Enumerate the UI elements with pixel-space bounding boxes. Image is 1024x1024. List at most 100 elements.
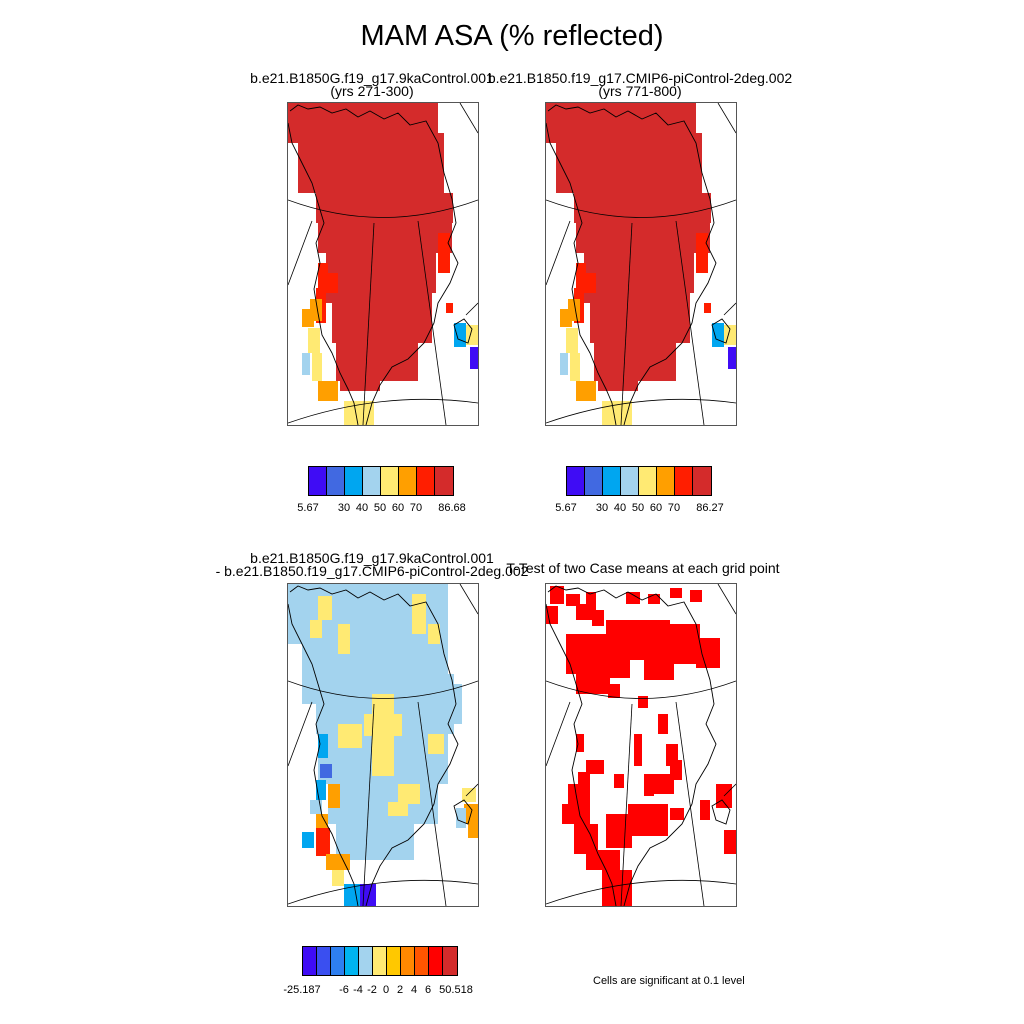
panel3-title: b.e21.B1850G.f19_g17.9kaControl.001 - b.… <box>212 551 532 578</box>
map-grid-cell <box>288 133 444 193</box>
map-grid-cell <box>704 303 716 313</box>
map-grid-cell <box>336 814 414 860</box>
map-grid-cell <box>658 714 668 734</box>
coastline <box>288 585 459 906</box>
colorbar-swatch <box>399 467 417 495</box>
map-grid-cell <box>628 804 668 836</box>
coastline <box>711 799 731 825</box>
colorbar-label: 30 <box>337 502 351 514</box>
map-grid-cell <box>608 660 630 678</box>
colorbar-swatch <box>317 947 331 975</box>
coastline <box>711 318 731 344</box>
map-grid-cell <box>614 774 624 788</box>
map-grid-cell <box>566 328 578 353</box>
map-grid-cell <box>546 133 702 193</box>
map-grid-cell <box>644 660 674 680</box>
map-grid-cell <box>318 734 328 758</box>
map-grid-cell <box>650 774 674 794</box>
colorbar-swatch <box>309 467 327 495</box>
meridian-line <box>288 701 313 767</box>
coastline <box>546 585 717 906</box>
colorbar-label: 50 <box>631 502 645 514</box>
colorbar-swatch <box>603 467 621 495</box>
meridian-line <box>417 220 447 425</box>
colorbar-swatch <box>331 947 345 975</box>
map-grid-cell <box>690 590 702 602</box>
map-grid-cell <box>456 808 466 828</box>
colorbar-label: 4 <box>410 984 418 996</box>
map-grid-cell <box>712 323 724 347</box>
map-canvas-4 <box>546 584 736 906</box>
map-grid-cell <box>644 774 654 796</box>
colorbar-swatch <box>373 947 387 975</box>
map-grid-cell <box>302 832 314 848</box>
map-grid-cell <box>412 594 426 634</box>
map-grid-cell <box>592 610 604 626</box>
panel1-title-line2: (yrs 271-300) <box>330 83 414 99</box>
colorbar-swatch <box>675 467 693 495</box>
meridian-line <box>459 103 478 134</box>
map-grid-cell <box>388 802 408 816</box>
meridian-line <box>717 584 736 615</box>
map-panel-3 <box>287 583 479 907</box>
colorbar-label: -25.187 <box>283 984 321 996</box>
map-grid-cell <box>666 624 700 664</box>
map-mask <box>462 684 478 794</box>
map-canvas-2 <box>546 103 736 425</box>
map-grid-cell <box>566 634 608 674</box>
colorbar-label: 5.67 <box>555 502 577 514</box>
colorbar-label: 70 <box>409 502 423 514</box>
map-grid-cell <box>344 884 360 906</box>
colorbar-label: 0 <box>382 984 390 996</box>
colorbar-swatch <box>657 467 675 495</box>
colorbar-swatch <box>417 467 435 495</box>
latitude-line <box>288 680 478 699</box>
panel4-title-line1: T-Test of two Case means at each grid po… <box>506 560 780 576</box>
colorbar-label: -4 <box>353 984 363 996</box>
map-grid-cell <box>602 870 632 906</box>
meridian-line <box>675 701 705 906</box>
map-grid-cell <box>316 828 330 856</box>
map-grid-cell <box>428 734 444 754</box>
map-grid-cell <box>586 760 604 774</box>
coastline <box>546 104 717 425</box>
map-grid-cell <box>338 624 350 654</box>
map-grid-cell <box>574 824 598 854</box>
colorbar-swatch <box>345 947 359 975</box>
map-mask <box>453 203 478 313</box>
meridian-line <box>620 703 633 906</box>
colorbar-swatch <box>303 947 317 975</box>
panel2-title-line2: (yrs 771-800) <box>598 83 682 99</box>
map-grid-cell <box>470 347 478 369</box>
colorbar-swatch <box>381 467 399 495</box>
colorbar-panel-3 <box>302 946 458 976</box>
map-grid-cell <box>638 696 648 708</box>
map-grid-cell <box>336 343 418 381</box>
meridian-line <box>465 783 478 797</box>
colorbar-swatch <box>359 947 373 975</box>
colorbar-label: 6 <box>424 984 432 996</box>
meridian-line <box>459 584 478 615</box>
colorbar-label: 70 <box>667 502 681 514</box>
colorbar-swatch <box>693 467 711 495</box>
map-grid-cell <box>318 596 332 620</box>
map-grid-cell <box>700 800 710 820</box>
coastline <box>453 318 473 344</box>
map-grid-cell <box>328 784 340 808</box>
latitude-line <box>546 680 736 699</box>
meridian-line <box>362 703 375 906</box>
map-grid-cell <box>560 309 572 327</box>
map-grid-cell <box>576 381 596 401</box>
colorbar-swatch <box>639 467 657 495</box>
map-grid-cell <box>568 784 590 808</box>
map-grid-cell <box>428 624 440 644</box>
map-grid-cell <box>586 850 620 870</box>
map-grid-cell <box>454 323 466 347</box>
colorbar-label: 50.518 <box>439 984 473 996</box>
map-grid-cell <box>670 588 682 598</box>
latitude-line <box>546 398 736 424</box>
colorbar-labels-3: -25.187 -6 -4 -2 0 2 4 6 50.518 <box>283 984 472 998</box>
colorbar-swatch <box>429 947 443 975</box>
meridian-line <box>723 783 736 797</box>
map-grid-cell <box>332 870 344 886</box>
